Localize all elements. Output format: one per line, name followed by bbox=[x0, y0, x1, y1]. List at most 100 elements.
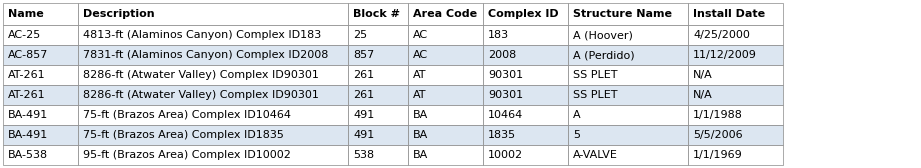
Text: AT: AT bbox=[413, 70, 426, 80]
Bar bbox=[408, 105, 483, 125]
Text: BA-491: BA-491 bbox=[8, 110, 48, 120]
Text: 90301: 90301 bbox=[488, 90, 523, 100]
Text: 1/1/1969: 1/1/1969 bbox=[693, 150, 742, 160]
Text: AC: AC bbox=[413, 50, 428, 60]
Bar bbox=[78, 25, 348, 45]
Text: A: A bbox=[573, 110, 580, 120]
Text: 857: 857 bbox=[353, 50, 374, 60]
Bar bbox=[568, 3, 688, 25]
Bar bbox=[483, 145, 568, 165]
Text: 1/1/1988: 1/1/1988 bbox=[693, 110, 743, 120]
Text: Complex ID: Complex ID bbox=[488, 9, 559, 19]
Text: 4/25/2000: 4/25/2000 bbox=[693, 30, 750, 40]
Text: BA: BA bbox=[413, 110, 428, 120]
Text: A (Perdido): A (Perdido) bbox=[573, 50, 635, 60]
Bar bbox=[568, 105, 688, 125]
Bar bbox=[688, 45, 783, 65]
Bar bbox=[568, 145, 688, 165]
Text: BA-538: BA-538 bbox=[8, 150, 48, 160]
Bar bbox=[408, 65, 483, 85]
Bar bbox=[3, 45, 78, 65]
Bar bbox=[483, 125, 568, 145]
Text: 10464: 10464 bbox=[488, 110, 523, 120]
Text: Area Code: Area Code bbox=[413, 9, 477, 19]
Text: 5/5/2006: 5/5/2006 bbox=[693, 130, 742, 140]
Bar bbox=[3, 125, 78, 145]
Bar bbox=[3, 105, 78, 125]
Bar bbox=[3, 145, 78, 165]
Text: AC-857: AC-857 bbox=[8, 50, 49, 60]
Bar bbox=[348, 105, 408, 125]
Bar bbox=[408, 25, 483, 45]
Text: N/A: N/A bbox=[693, 70, 713, 80]
Bar bbox=[568, 125, 688, 145]
Text: 491: 491 bbox=[353, 130, 374, 140]
Text: 25: 25 bbox=[353, 30, 367, 40]
Text: 8286-ft (Atwater Valley) Complex ID90301: 8286-ft (Atwater Valley) Complex ID90301 bbox=[83, 90, 319, 100]
Bar bbox=[483, 85, 568, 105]
Text: 2008: 2008 bbox=[488, 50, 517, 60]
Bar bbox=[78, 3, 348, 25]
Bar bbox=[688, 125, 783, 145]
Bar bbox=[568, 65, 688, 85]
Text: Install Date: Install Date bbox=[693, 9, 765, 19]
Bar bbox=[408, 145, 483, 165]
Text: 95-ft (Brazos Area) Complex ID10002: 95-ft (Brazos Area) Complex ID10002 bbox=[83, 150, 291, 160]
Text: 75-ft (Brazos Area) Complex ID10464: 75-ft (Brazos Area) Complex ID10464 bbox=[83, 110, 291, 120]
Text: 75-ft (Brazos Area) Complex ID1835: 75-ft (Brazos Area) Complex ID1835 bbox=[83, 130, 284, 140]
Bar bbox=[348, 145, 408, 165]
Text: 261: 261 bbox=[353, 70, 374, 80]
Text: 10002: 10002 bbox=[488, 150, 523, 160]
Bar bbox=[688, 145, 783, 165]
Bar bbox=[688, 25, 783, 45]
Bar bbox=[408, 125, 483, 145]
Text: Description: Description bbox=[83, 9, 155, 19]
Text: 4813-ft (Alaminos Canyon) Complex ID183: 4813-ft (Alaminos Canyon) Complex ID183 bbox=[83, 30, 321, 40]
Text: SS PLET: SS PLET bbox=[573, 90, 617, 100]
Text: 90301: 90301 bbox=[488, 70, 523, 80]
Bar bbox=[483, 25, 568, 45]
Text: A (Hoover): A (Hoover) bbox=[573, 30, 633, 40]
Text: N/A: N/A bbox=[693, 90, 713, 100]
Text: BA: BA bbox=[413, 150, 428, 160]
Bar bbox=[688, 105, 783, 125]
Text: 5: 5 bbox=[573, 130, 580, 140]
Text: 7831-ft (Alaminos Canyon) Complex ID2008: 7831-ft (Alaminos Canyon) Complex ID2008 bbox=[83, 50, 329, 60]
Bar bbox=[408, 45, 483, 65]
Bar bbox=[348, 25, 408, 45]
Bar bbox=[568, 25, 688, 45]
Bar bbox=[78, 145, 348, 165]
Bar bbox=[348, 85, 408, 105]
Bar bbox=[408, 85, 483, 105]
Bar bbox=[483, 105, 568, 125]
Text: 261: 261 bbox=[353, 90, 374, 100]
Bar bbox=[568, 85, 688, 105]
Bar bbox=[78, 105, 348, 125]
Bar bbox=[3, 65, 78, 85]
Text: Name: Name bbox=[8, 9, 44, 19]
Text: 491: 491 bbox=[353, 110, 374, 120]
Bar bbox=[348, 65, 408, 85]
Text: 8286-ft (Atwater Valley) Complex ID90301: 8286-ft (Atwater Valley) Complex ID90301 bbox=[83, 70, 319, 80]
Bar bbox=[483, 3, 568, 25]
Bar bbox=[688, 85, 783, 105]
Bar bbox=[348, 3, 408, 25]
Text: AT-261: AT-261 bbox=[8, 70, 46, 80]
Bar bbox=[348, 125, 408, 145]
Text: 538: 538 bbox=[353, 150, 374, 160]
Text: A-VALVE: A-VALVE bbox=[573, 150, 618, 160]
Bar bbox=[3, 25, 78, 45]
Bar bbox=[78, 45, 348, 65]
Bar bbox=[408, 3, 483, 25]
Bar bbox=[483, 65, 568, 85]
Bar bbox=[568, 45, 688, 65]
Text: 11/12/2009: 11/12/2009 bbox=[693, 50, 757, 60]
Text: AT-261: AT-261 bbox=[8, 90, 46, 100]
Bar bbox=[688, 3, 783, 25]
Bar bbox=[78, 125, 348, 145]
Text: AT: AT bbox=[413, 90, 426, 100]
Text: BA-491: BA-491 bbox=[8, 130, 48, 140]
Text: SS PLET: SS PLET bbox=[573, 70, 617, 80]
Text: AC: AC bbox=[413, 30, 428, 40]
Bar bbox=[483, 45, 568, 65]
